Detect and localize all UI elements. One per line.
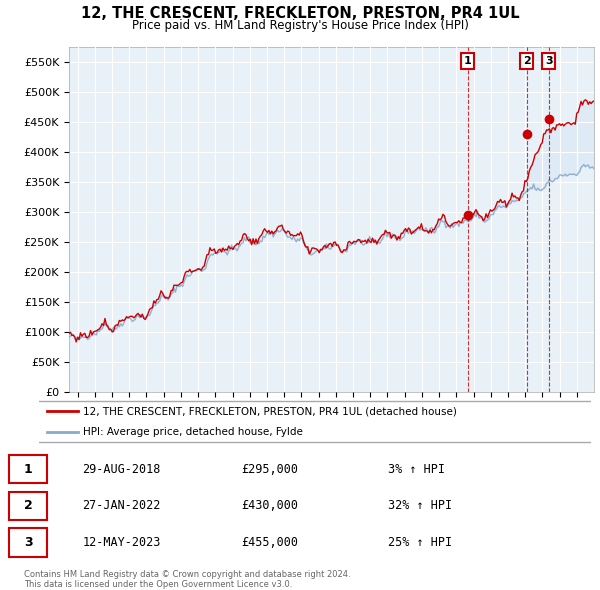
Text: 3% ↑ HPI: 3% ↑ HPI <box>388 463 445 476</box>
Text: 1: 1 <box>464 56 472 66</box>
Text: Price paid vs. HM Land Registry's House Price Index (HPI): Price paid vs. HM Land Registry's House … <box>131 19 469 32</box>
Text: 2: 2 <box>523 56 530 66</box>
Text: 27-JAN-2022: 27-JAN-2022 <box>82 499 161 513</box>
Text: 3: 3 <box>24 536 32 549</box>
Text: 12, THE CRESCENT, FRECKLETON, PRESTON, PR4 1UL: 12, THE CRESCENT, FRECKLETON, PRESTON, P… <box>80 6 520 21</box>
Text: £430,000: £430,000 <box>241 499 298 513</box>
Text: 2: 2 <box>23 499 32 513</box>
Text: £295,000: £295,000 <box>241 463 298 476</box>
Text: £455,000: £455,000 <box>241 536 298 549</box>
FancyBboxPatch shape <box>9 491 47 520</box>
Text: 3: 3 <box>545 56 553 66</box>
FancyBboxPatch shape <box>36 401 594 442</box>
Text: HPI: Average price, detached house, Fylde: HPI: Average price, detached house, Fyld… <box>83 427 303 437</box>
Text: 29-AUG-2018: 29-AUG-2018 <box>82 463 161 476</box>
Text: 25% ↑ HPI: 25% ↑ HPI <box>388 536 452 549</box>
Text: Contains HM Land Registry data © Crown copyright and database right 2024.
This d: Contains HM Land Registry data © Crown c… <box>24 570 350 589</box>
Text: 1: 1 <box>23 463 32 476</box>
Text: 32% ↑ HPI: 32% ↑ HPI <box>388 499 452 513</box>
FancyBboxPatch shape <box>9 529 47 557</box>
FancyBboxPatch shape <box>9 455 47 483</box>
Text: 12-MAY-2023: 12-MAY-2023 <box>82 536 161 549</box>
Text: 12, THE CRESCENT, FRECKLETON, PRESTON, PR4 1UL (detached house): 12, THE CRESCENT, FRECKLETON, PRESTON, P… <box>83 407 457 417</box>
